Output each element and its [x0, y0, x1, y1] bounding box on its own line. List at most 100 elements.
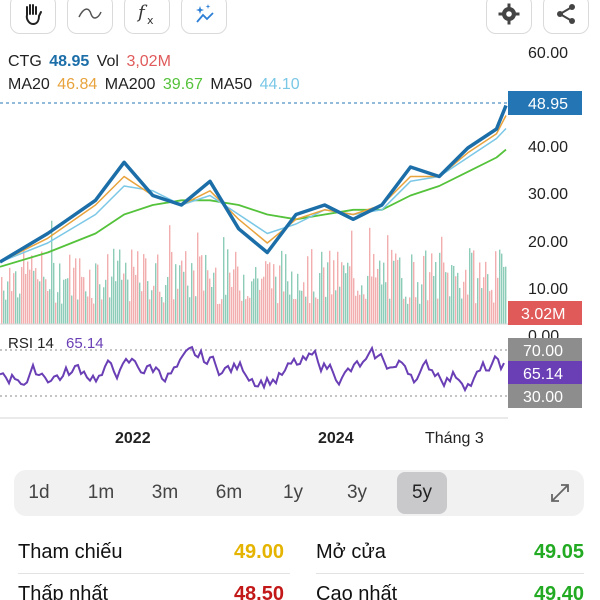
rsi-level-text: 30.00 [523, 389, 563, 406]
volume-bar [89, 269, 91, 324]
volume-bar [499, 249, 501, 324]
magic-wand-icon[interactable] [181, 0, 227, 34]
volume-bar [41, 251, 43, 324]
divider [18, 573, 290, 574]
volume-bar [199, 256, 201, 324]
volume-bar [7, 281, 9, 324]
period-6m[interactable]: 6m [215, 482, 243, 503]
rsi-value: 65.14 [66, 335, 104, 352]
volume-bar [379, 260, 381, 324]
rsi-value-badge-text: 65.14 [523, 366, 563, 383]
volume-bar [389, 298, 391, 324]
ticker-price: 48.95 [49, 53, 90, 70]
volume-bar [17, 297, 19, 324]
svg-text:x: x [147, 14, 154, 27]
time-label: 2022 [115, 430, 151, 447]
volume-bar [231, 286, 233, 324]
volume-bar [493, 302, 495, 324]
period-5y[interactable]: 5y [397, 472, 447, 514]
volume-bar [181, 260, 183, 324]
volume-bar [49, 289, 51, 324]
volume-bar [341, 262, 343, 324]
ma200-label: MA200 [104, 76, 156, 93]
period-1m[interactable]: 1m [87, 482, 115, 503]
volume-bar [445, 272, 447, 324]
volume-bar [87, 296, 89, 324]
ticker-symbol: CTG [8, 53, 42, 70]
volume-bar [463, 281, 465, 324]
volume-label: Vol [96, 53, 119, 70]
volume-bar [39, 281, 41, 324]
volume-bar [307, 256, 309, 324]
volume-bar [419, 303, 421, 324]
volume-bar [239, 290, 241, 324]
volume-bar [301, 290, 303, 324]
volume-bar [129, 301, 131, 324]
ticker-line: CTG 48.95 Vol 3,02M [8, 53, 174, 71]
volume-bar [387, 235, 389, 324]
volume-bar [135, 274, 137, 324]
volume-bar [11, 291, 13, 324]
volume-bar [291, 271, 293, 324]
volume-badge-text: 3.02M [521, 306, 565, 323]
volume-bar [243, 274, 245, 324]
volume-bar [131, 249, 133, 324]
share-icon[interactable] [543, 0, 589, 34]
volume-bar [277, 303, 279, 324]
volume-bar [359, 294, 361, 324]
volume-bar [305, 296, 307, 324]
stat-value: 48.50 [233, 583, 284, 600]
period-3m[interactable]: 3m [151, 482, 179, 503]
period-1d[interactable]: 1d [28, 482, 50, 503]
volume-bar [103, 287, 105, 324]
volume-bar [185, 251, 187, 324]
volume-bar [79, 258, 81, 324]
volume-bar [375, 277, 377, 324]
expand-icon[interactable] [548, 481, 572, 510]
volume-bar [205, 254, 207, 324]
volume-bar [361, 285, 363, 324]
line-tool-icon[interactable] [67, 0, 113, 34]
volume-bar [451, 265, 453, 324]
volume-bar [265, 261, 267, 324]
volume-bar [491, 289, 493, 324]
volume-bar [425, 250, 427, 324]
volume-bar [85, 291, 87, 324]
volume-bar [93, 303, 95, 324]
volume-bar [261, 278, 263, 324]
volume-bar [437, 298, 439, 324]
volume-bar [61, 303, 63, 324]
volume-bar [357, 290, 359, 324]
settings-icon[interactable] [486, 0, 532, 34]
volume-bar [367, 275, 369, 324]
volume-bar [485, 261, 487, 324]
volume-bar [467, 294, 469, 324]
volume-bar [273, 264, 275, 324]
volume-bar [293, 298, 295, 324]
volume-bar [223, 237, 225, 324]
hand-tool-icon[interactable] [10, 0, 56, 34]
volume-bar [235, 251, 237, 324]
volume-bar [155, 263, 157, 324]
volume-bar [269, 262, 271, 324]
volume-bar [83, 277, 85, 324]
volume-bar [219, 303, 221, 324]
period-3y[interactable]: 3y [346, 482, 368, 503]
rsi-value-badge [508, 361, 582, 385]
volume-bar [23, 249, 25, 324]
volume-bar [441, 236, 443, 324]
period-1y[interactable]: 1y [282, 482, 304, 503]
volume-bar [209, 278, 211, 324]
volume-bar [189, 297, 191, 324]
ma200-value: 39.67 [162, 76, 203, 93]
volume-bar [259, 289, 261, 324]
volume-bar [347, 262, 349, 324]
price-chart[interactable]: 60.00 40.00 30.00 20.00 10.00 0.00 48.95… [0, 40, 600, 460]
volume-bar [65, 278, 67, 324]
volume-bar [481, 288, 483, 324]
volume-bar [169, 225, 171, 324]
volume-bar [207, 270, 209, 324]
ma20-value: 46.84 [57, 76, 98, 93]
